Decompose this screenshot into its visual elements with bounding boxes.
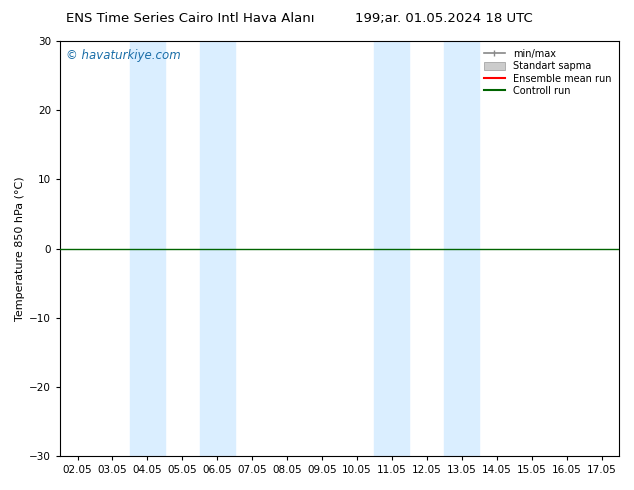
Y-axis label: Temperature 850 hPa (°C): Temperature 850 hPa (°C) bbox=[15, 176, 25, 321]
Bar bbox=[130, 41, 165, 456]
Legend: min/max, Standart sapma, Ensemble mean run, Controll run: min/max, Standart sapma, Ensemble mean r… bbox=[481, 46, 614, 99]
Bar bbox=[444, 41, 479, 456]
Text: ENS Time Series Cairo Intl Hava Alanı: ENS Time Series Cairo Intl Hava Alanı bbox=[66, 12, 314, 25]
Text: 199;ar. 01.05.2024 18 UTC: 199;ar. 01.05.2024 18 UTC bbox=[355, 12, 533, 25]
Bar bbox=[200, 41, 235, 456]
Bar bbox=[375, 41, 410, 456]
Text: © havaturkiye.com: © havaturkiye.com bbox=[66, 49, 181, 62]
